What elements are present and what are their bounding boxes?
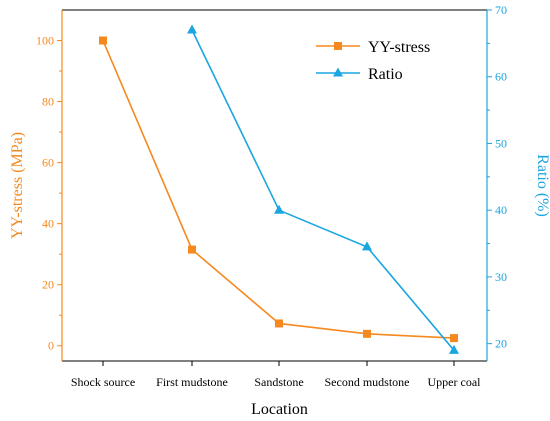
x-tick-label: Upper coal xyxy=(428,375,482,389)
data-point xyxy=(449,344,459,354)
right-tick-label: 60 xyxy=(495,70,507,84)
data-point xyxy=(274,204,284,214)
series-yy-stress xyxy=(99,36,458,343)
right-tick-label: 20 xyxy=(495,337,507,351)
right-tick-label: 30 xyxy=(495,270,507,284)
left-tick-label: 80 xyxy=(42,95,54,109)
left-tick-label: 60 xyxy=(42,156,54,170)
left-tick-label: 40 xyxy=(42,217,54,231)
data-point xyxy=(363,329,371,338)
series-line xyxy=(102,40,455,339)
plot-frame xyxy=(62,9,487,362)
data-point xyxy=(188,245,196,254)
legend-label: Ratio xyxy=(368,66,403,83)
series-ratio xyxy=(187,24,459,354)
left-tick-label: 20 xyxy=(42,278,54,292)
right-axis-title: Ratio (%) xyxy=(534,154,550,217)
legend-label: YY-stress xyxy=(368,39,430,56)
x-tick-label: First mudstone xyxy=(156,375,228,389)
right-tick-label: 70 xyxy=(495,3,507,17)
right-axis: 20 30 40 50 60 70 Ratio (%) xyxy=(486,3,550,361)
left-tick-label: 100 xyxy=(36,34,54,48)
data-point xyxy=(275,319,283,328)
x-axis: Shock source First mudstone Sandstone Secon… xyxy=(71,361,481,418)
series-line xyxy=(191,29,455,351)
x-tick-label: Second mudstone xyxy=(325,375,410,389)
x-tick-label: Sandstone xyxy=(254,375,303,389)
left-axis: 0 20 40 60 80 100 YY-stress (MPa) xyxy=(9,10,63,361)
left-axis-title: YY-stress (MPa) xyxy=(9,132,26,239)
left-tick-label: 0 xyxy=(48,339,54,353)
data-point xyxy=(450,334,458,343)
legend-marker xyxy=(333,67,343,77)
legend-marker xyxy=(334,42,342,50)
data-point xyxy=(99,36,107,45)
x-axis-title: Location xyxy=(251,401,308,418)
x-tick-label: Shock source xyxy=(71,375,135,389)
right-tick-label: 50 xyxy=(495,136,507,150)
data-point xyxy=(187,24,197,34)
right-tick-label: 40 xyxy=(495,203,507,217)
series-layer xyxy=(99,24,459,354)
legend: YY-stress Ratio xyxy=(316,39,430,83)
data-point xyxy=(362,241,372,251)
